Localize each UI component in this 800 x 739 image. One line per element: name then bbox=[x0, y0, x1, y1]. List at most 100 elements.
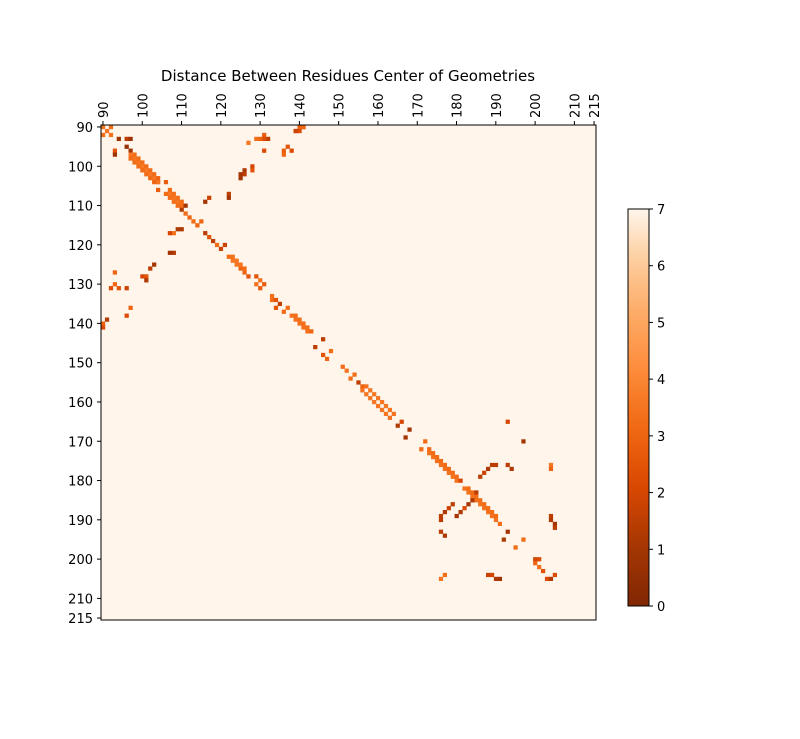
heatmap-cell bbox=[281, 148, 286, 153]
colorbar-tick-label: 2 bbox=[657, 487, 665, 502]
heatmap-cell bbox=[301, 325, 306, 330]
heatmap-cell bbox=[419, 447, 424, 452]
heatmap-cell bbox=[552, 525, 558, 530]
heatmap-cell bbox=[446, 470, 451, 475]
heatmap-cell bbox=[513, 545, 518, 550]
heatmap-cell bbox=[128, 305, 133, 310]
x-tick-label: 160 bbox=[372, 93, 387, 118]
heatmap-cell bbox=[116, 286, 121, 291]
heatmap-cell bbox=[175, 199, 180, 204]
heatmap-cell bbox=[313, 345, 318, 350]
heatmap-cell bbox=[537, 557, 542, 562]
heatmap-cell bbox=[230, 254, 235, 259]
heatmap-cell bbox=[364, 392, 369, 397]
heatmap-cell bbox=[470, 494, 475, 499]
heatmap-cell bbox=[163, 180, 169, 185]
heatmap-cell bbox=[442, 572, 448, 578]
colorbar-ticks: 0 1 2 3 4 5 6 7 bbox=[649, 203, 665, 615]
heatmap-cell bbox=[387, 415, 393, 420]
heatmap-cell bbox=[505, 529, 510, 534]
heatmap-cell bbox=[112, 282, 118, 287]
heatmap-cell bbox=[156, 180, 161, 185]
y-tick-label: 170 bbox=[68, 435, 93, 450]
heatmap-cell bbox=[450, 474, 455, 479]
heatmap-cell bbox=[156, 187, 161, 193]
heatmap-cell bbox=[537, 565, 542, 570]
heatmap-cell bbox=[214, 242, 220, 248]
heatmap-cell bbox=[140, 168, 145, 173]
heatmap-cell bbox=[238, 172, 243, 177]
heatmap-cell bbox=[442, 462, 448, 468]
heatmap-cell bbox=[301, 321, 306, 326]
heatmap-cell bbox=[238, 176, 243, 181]
heatmap-cell bbox=[383, 403, 389, 409]
x-axis-ticks: 90 100 110 120 130 140 150 160 170 180 190 200 210 21… bbox=[97, 93, 603, 125]
x-tick-label: 140 bbox=[293, 93, 308, 118]
y-tick-label: 210 bbox=[68, 592, 93, 607]
heatmap-cell bbox=[293, 313, 298, 318]
heatmap-cell bbox=[132, 160, 137, 165]
heatmap-cell bbox=[482, 502, 487, 507]
heatmap-cell bbox=[218, 246, 224, 252]
heatmap-cell bbox=[175, 203, 180, 208]
heatmap-cell bbox=[309, 329, 314, 334]
heatmap-cell bbox=[140, 164, 145, 169]
heatmap-cell bbox=[360, 388, 365, 393]
heatmap-cell bbox=[179, 207, 184, 212]
y-tick-label: 190 bbox=[68, 514, 93, 529]
heatmap-cell bbox=[376, 403, 381, 409]
heatmap-cell bbox=[226, 191, 231, 197]
heatmap-cell bbox=[301, 125, 306, 130]
heatmap-cell bbox=[203, 199, 208, 204]
heatmap-cell bbox=[497, 576, 503, 582]
heatmap-cell bbox=[136, 160, 141, 165]
heatmap-cell bbox=[446, 466, 451, 472]
heatmap-cell bbox=[258, 278, 263, 283]
heatmap-cell bbox=[101, 321, 106, 326]
heatmap-cell bbox=[478, 502, 483, 507]
heatmap-cell bbox=[552, 572, 558, 578]
x-tick-label: 150 bbox=[333, 93, 348, 118]
colorbar-tick-label: 1 bbox=[657, 543, 665, 558]
heatmap-cell bbox=[226, 254, 231, 259]
heatmap-cell bbox=[171, 250, 176, 255]
y-tick-label: 130 bbox=[68, 278, 93, 293]
heatmap-cell bbox=[372, 392, 377, 397]
heatmap-cell bbox=[379, 407, 385, 413]
heatmap-cell bbox=[285, 144, 290, 149]
heatmap-cell bbox=[104, 128, 110, 134]
heatmap-cell bbox=[356, 380, 361, 385]
heatmap-cell bbox=[144, 168, 149, 173]
heatmap-cell bbox=[438, 458, 444, 464]
heatmap-cell bbox=[352, 372, 357, 377]
heatmap-cell bbox=[442, 466, 448, 472]
heatmap-cell bbox=[360, 384, 365, 389]
colorbar-tick-label: 6 bbox=[657, 260, 665, 275]
heatmap-cell bbox=[171, 191, 176, 197]
heatmap-cell bbox=[548, 462, 554, 468]
heatmap-cell bbox=[427, 451, 432, 456]
heatmap-cell bbox=[478, 474, 483, 479]
heatmap-cell bbox=[101, 125, 106, 130]
heatmap-cell bbox=[144, 278, 149, 283]
heatmap-cell bbox=[509, 466, 514, 472]
heatmap-cell bbox=[297, 317, 302, 322]
heatmap-cell bbox=[423, 439, 428, 444]
heatmap-cell bbox=[450, 502, 455, 507]
heatmap-cell bbox=[501, 537, 506, 542]
heatmap-cell bbox=[305, 329, 310, 334]
heatmap-cell bbox=[167, 187, 173, 193]
x-tick-label: 190 bbox=[490, 93, 505, 118]
heatmap-cell bbox=[548, 576, 554, 582]
heatmap-cell bbox=[101, 325, 106, 330]
heatmap-cell bbox=[305, 325, 310, 330]
heatmap-cell bbox=[533, 561, 538, 566]
heatmap-cell bbox=[128, 152, 133, 157]
heatmap-cell bbox=[321, 337, 326, 342]
heatmap-cell bbox=[454, 474, 459, 479]
heatmap-cell bbox=[395, 423, 400, 428]
heatmap-cell bbox=[207, 195, 212, 200]
colorbar bbox=[627, 208, 650, 607]
colorbar-tick-label: 4 bbox=[657, 373, 665, 388]
